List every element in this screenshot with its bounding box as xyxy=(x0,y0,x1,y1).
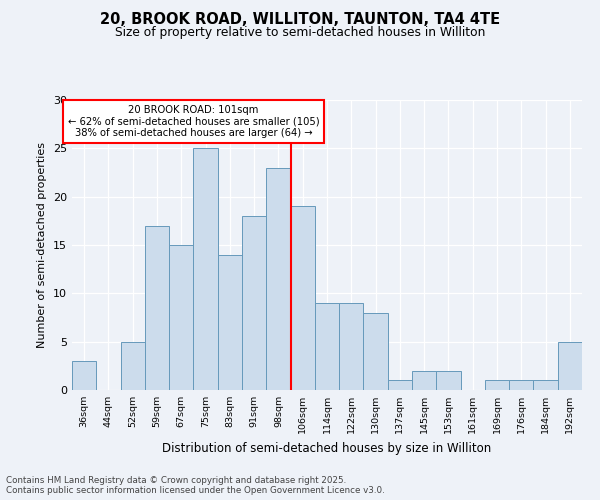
Bar xyxy=(364,312,388,390)
Bar xyxy=(388,380,412,390)
Bar xyxy=(72,361,96,390)
Y-axis label: Number of semi-detached properties: Number of semi-detached properties xyxy=(37,142,47,348)
Bar xyxy=(290,206,315,390)
Bar xyxy=(339,303,364,390)
Bar xyxy=(121,342,145,390)
Bar xyxy=(193,148,218,390)
Bar xyxy=(412,370,436,390)
Text: Size of property relative to semi-detached houses in Williton: Size of property relative to semi-detach… xyxy=(115,26,485,39)
Text: Contains HM Land Registry data © Crown copyright and database right 2025.
Contai: Contains HM Land Registry data © Crown c… xyxy=(6,476,385,495)
Bar xyxy=(266,168,290,390)
X-axis label: Distribution of semi-detached houses by size in Williton: Distribution of semi-detached houses by … xyxy=(163,442,491,454)
Bar xyxy=(485,380,509,390)
Bar xyxy=(558,342,582,390)
Text: 20, BROOK ROAD, WILLITON, TAUNTON, TA4 4TE: 20, BROOK ROAD, WILLITON, TAUNTON, TA4 4… xyxy=(100,12,500,28)
Bar xyxy=(315,303,339,390)
Bar xyxy=(509,380,533,390)
Bar xyxy=(436,370,461,390)
Bar xyxy=(218,254,242,390)
Bar xyxy=(242,216,266,390)
Text: 20 BROOK ROAD: 101sqm
← 62% of semi-detached houses are smaller (105)
38% of sem: 20 BROOK ROAD: 101sqm ← 62% of semi-deta… xyxy=(68,105,319,138)
Bar xyxy=(169,245,193,390)
Bar xyxy=(533,380,558,390)
Bar xyxy=(145,226,169,390)
